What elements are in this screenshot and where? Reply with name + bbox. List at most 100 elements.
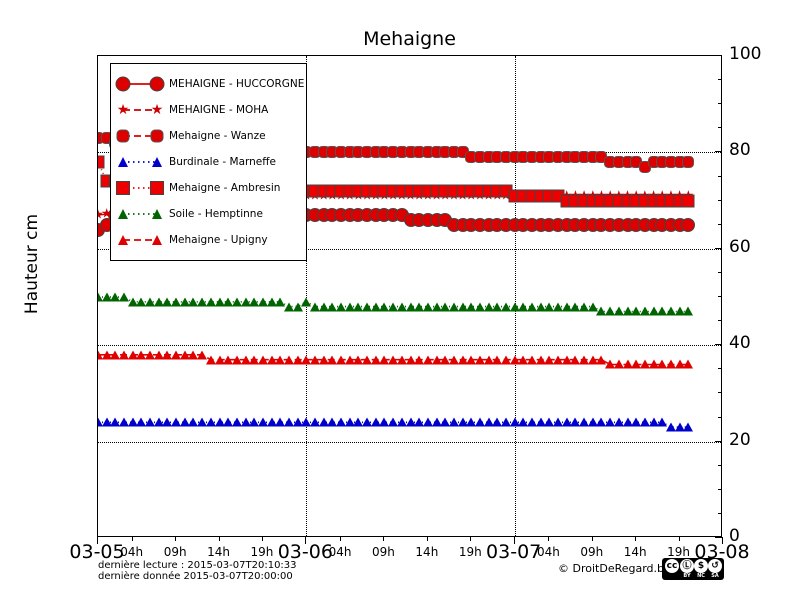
legend-marker-icon: ★: [116, 102, 130, 118]
y-tick-major: [715, 151, 722, 153]
gridline-horizontal: [98, 441, 721, 443]
data-point-marker: [98, 417, 103, 427]
data-point-marker: [110, 292, 121, 302]
y-axis-label: Hauteur cm: [22, 213, 42, 315]
creative-commons-license-icon[interactable]: cc Ⓛ BY $ NC ↺ SA: [662, 558, 724, 580]
data-point-marker: [579, 302, 590, 312]
data-point-marker: [553, 302, 564, 312]
legend-item[interactable]: Mehaigne - Upigny: [111, 227, 306, 253]
data-point-marker: [613, 359, 624, 369]
x-tick-label-day: 03-08: [694, 541, 750, 563]
data-point-marker: [231, 355, 242, 365]
data-point-marker: [579, 355, 590, 365]
data-point-marker: [231, 417, 242, 427]
data-point-marker: [631, 417, 642, 427]
data-point-marker: [474, 355, 485, 365]
data-point-marker: [422, 302, 433, 312]
legend-item-label: MEHAIGNE - HUCCORGNE: [169, 77, 305, 90]
data-point-marker: [145, 297, 156, 307]
data-point-marker: [431, 302, 442, 312]
data-point-marker: [648, 306, 659, 316]
y-tick-minor: [718, 392, 722, 394]
data-point-marker: [119, 292, 130, 302]
legend-marker-icon: [118, 209, 128, 219]
data-point-marker: [318, 417, 329, 427]
x-tick-minor: [340, 537, 342, 541]
legend-item[interactable]: MEHAIGNE - HUCCORGNE: [111, 71, 306, 97]
data-point-marker: [283, 355, 294, 365]
x-tick-label-hour: 14h: [207, 545, 230, 559]
y-tick-major: [715, 344, 722, 346]
x-tick-major: [305, 537, 307, 544]
legend-item[interactable]: Burdinale - Marneffe: [111, 149, 306, 175]
data-point-marker: [553, 355, 564, 365]
y-tick-major: [715, 247, 722, 249]
legend-item[interactable]: Mehaigne - Wanze: [111, 123, 306, 149]
data-point-marker: [596, 306, 607, 316]
data-point-marker: [544, 302, 555, 312]
data-point-marker: [657, 306, 668, 316]
data-point-marker: [448, 355, 459, 365]
x-tick-minor: [470, 537, 472, 541]
data-point-marker: [310, 355, 320, 365]
legend-item[interactable]: Mehaigne - Ambresin: [111, 175, 306, 201]
y-tick-minor: [718, 199, 722, 201]
data-point-marker: [197, 350, 208, 360]
data-point-marker: [188, 297, 199, 307]
data-point-marker: [370, 355, 381, 365]
y-tick-label: 40: [729, 333, 751, 354]
y-tick-label: 60: [729, 236, 751, 257]
data-point-marker: [301, 355, 312, 365]
data-point-marker: [639, 306, 650, 316]
x-tick-minor: [426, 537, 428, 541]
data-point-marker: [283, 417, 294, 427]
data-point-marker: [570, 417, 581, 427]
data-point-marker: [396, 355, 407, 365]
data-point-marker: [483, 417, 494, 427]
legend-marker-sample: [111, 151, 169, 173]
data-point-marker: [257, 297, 268, 307]
data-point-marker: [136, 297, 147, 307]
y-tick-minor: [718, 512, 722, 514]
x-tick-major: [513, 537, 515, 544]
legend-marker-sample: ★ ★: [111, 99, 169, 121]
data-point-marker: [101, 350, 112, 360]
legend[interactable]: MEHAIGNE - HUCCORGNE ★ ★ MEHAIGNE - MOHA Meh…: [110, 63, 307, 261]
data-point-marker: [171, 297, 182, 307]
legend-marker-sample: [111, 177, 169, 199]
data-point-marker: [509, 302, 520, 312]
data-point-marker: [422, 355, 433, 365]
data-point-marker: [457, 417, 468, 427]
data-point-marker: [500, 302, 511, 312]
data-point-marker: [153, 297, 164, 307]
data-point-marker: [171, 350, 182, 360]
legend-item[interactable]: Soile - Hemptinne: [111, 201, 306, 227]
gridline-horizontal: [98, 248, 721, 250]
data-point-marker: [257, 355, 268, 365]
data-point-marker: [596, 355, 607, 365]
data-point-marker: [474, 417, 485, 427]
legend-marker-icon: ★: [150, 102, 164, 118]
data-point-marker: [500, 355, 511, 365]
data-point-marker: [275, 355, 286, 365]
data-point-marker: [570, 355, 581, 365]
data-point-marker: [561, 302, 572, 312]
data-point-marker: [214, 417, 225, 427]
data-point-marker: [370, 302, 381, 312]
data-point-marker: [344, 355, 355, 365]
data-point-marker: [683, 306, 694, 316]
x-tick-major: [722, 537, 723, 544]
data-point-marker: [205, 297, 216, 307]
data-point-marker: [631, 306, 642, 316]
legend-marker-icon: [118, 157, 128, 167]
data-point-marker: [570, 302, 581, 312]
legend-item[interactable]: ★ ★ MEHAIGNE - MOHA: [111, 97, 306, 123]
data-point-marker: [370, 417, 381, 427]
data-point-marker: [500, 417, 511, 427]
data-point-marker: [518, 302, 529, 312]
x-tick-label-hour: 19h: [667, 545, 691, 559]
gridline-vertical: [514, 56, 516, 536]
y-tick-label: 100: [729, 44, 762, 64]
data-point-marker: [310, 417, 320, 427]
data-point-marker: [336, 417, 347, 427]
